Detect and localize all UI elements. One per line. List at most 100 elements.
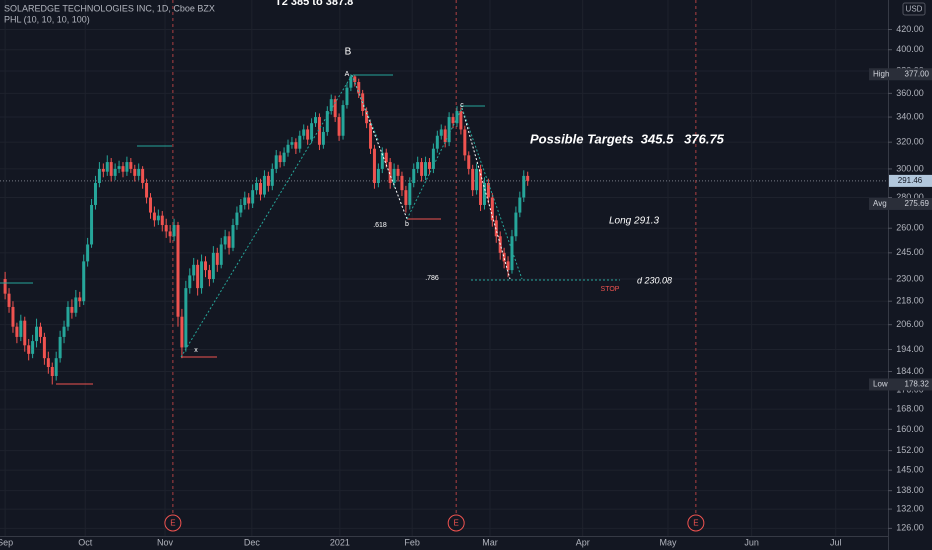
pattern-drawings	[0, 74, 620, 385]
annotation: STOP	[601, 286, 620, 293]
y-tick-label: 230.00	[896, 273, 924, 283]
candle-body	[341, 105, 345, 136]
candle-body	[180, 316, 184, 348]
candle-body	[58, 336, 62, 359]
candle-body	[105, 162, 109, 172]
event-label: E	[693, 519, 698, 528]
candle-body	[231, 225, 235, 248]
candle-body	[514, 212, 518, 237]
x-tick-label: Dec	[244, 537, 261, 547]
x-tick-label: Mar	[482, 537, 498, 547]
annotation: T2 385 to 387.8	[275, 0, 353, 8]
candle-body	[31, 341, 35, 354]
candle-body	[137, 168, 141, 176]
candle-body	[42, 336, 46, 359]
candle-body	[101, 168, 105, 172]
candle-body	[412, 168, 416, 183]
annotation: B	[345, 47, 352, 58]
y-tick-label: 300.00	[896, 163, 924, 173]
candle-body	[235, 212, 239, 226]
y-tick-label: 168.00	[896, 404, 924, 414]
candle-body	[251, 190, 255, 204]
candle-body	[97, 168, 101, 183]
x-tick-label: Sep	[0, 537, 13, 547]
candle-body	[451, 117, 455, 124]
candle-body	[416, 162, 420, 169]
y-tick-label: 400.00	[896, 44, 924, 54]
candle-body	[129, 162, 133, 169]
x-tick-label: 2021	[330, 537, 350, 547]
last-price-box	[889, 174, 932, 187]
y-tick-label: 360.00	[896, 88, 924, 98]
y-tick-label: 420.00	[896, 24, 924, 34]
candle-body	[141, 168, 145, 183]
candle-body	[255, 182, 259, 191]
candle-body	[321, 131, 325, 145]
candle-body	[90, 204, 94, 245]
y-tick-label: 340.00	[896, 111, 924, 121]
y-tick-label: 126.00	[896, 523, 924, 533]
candle-body	[227, 236, 231, 248]
candle-body	[188, 275, 192, 289]
candle-body	[357, 82, 361, 94]
price-label-box	[869, 378, 932, 391]
price-label-name: Low	[873, 380, 888, 389]
candle-body	[259, 182, 263, 195]
candle-body	[66, 306, 70, 327]
price-label-value: 178.32	[905, 380, 930, 389]
candle-body	[298, 135, 302, 149]
candle-body	[479, 168, 483, 205]
annotation: .618	[373, 222, 387, 229]
event-label: E	[170, 519, 175, 528]
candle-body	[50, 366, 54, 377]
candle-body	[262, 175, 266, 195]
candle-body	[369, 123, 373, 149]
candle-body	[46, 358, 50, 367]
candle-body	[490, 197, 494, 221]
currency: USD	[906, 5, 923, 14]
candle-body	[427, 162, 431, 169]
y-tick-label: 184.00	[896, 366, 924, 376]
candle-body	[314, 117, 318, 124]
candle-body	[219, 244, 223, 265]
candle-body	[200, 261, 204, 289]
candle-body	[439, 129, 443, 136]
candle-body	[506, 261, 510, 271]
candle-body	[329, 99, 333, 112]
candle-body	[502, 252, 506, 262]
candle-body	[93, 182, 97, 205]
pattern-leg	[406, 107, 463, 220]
candle-body	[207, 270, 211, 280]
candle-body	[15, 326, 19, 337]
candle-body	[333, 99, 337, 118]
candle-body	[408, 182, 412, 205]
event-marker	[164, 514, 182, 532]
candle-body	[349, 76, 353, 88]
last-price-value: 291.46	[898, 176, 923, 185]
candle-body	[435, 135, 439, 149]
candle-body	[7, 293, 11, 307]
y-tick-label: 152.00	[896, 445, 924, 455]
annotation: b	[405, 221, 409, 228]
indicator-label: PHL (10, 10, 10, 100)	[4, 14, 90, 24]
candle-body	[160, 215, 164, 226]
candle-body	[420, 162, 424, 176]
candle-body	[388, 162, 392, 183]
candle-body	[522, 175, 526, 198]
price-label-box	[869, 197, 932, 210]
candle-body	[475, 168, 479, 191]
candle-body	[337, 117, 341, 136]
candle-body	[384, 152, 388, 163]
candle-body	[113, 168, 117, 176]
candle-body	[247, 197, 251, 204]
pattern-leg	[180, 74, 353, 358]
x-tick-label: Jun	[744, 537, 759, 547]
candle-body	[196, 264, 200, 289]
pattern-leg	[461, 107, 511, 280]
candle-body	[325, 111, 329, 132]
candle-body	[223, 236, 227, 245]
candle-body	[306, 129, 310, 140]
y-tick-label: 280.00	[896, 192, 924, 202]
candle-body	[19, 320, 23, 337]
